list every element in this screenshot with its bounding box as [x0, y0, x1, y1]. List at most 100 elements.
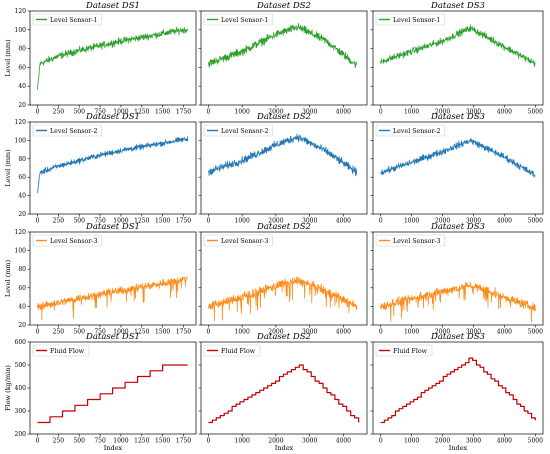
legend-label: Level Sensor-3 — [393, 238, 440, 245]
x-axis-label: Index — [449, 444, 468, 452]
subplot-title: Dataset DS1 — [85, 112, 140, 122]
legend-box — [32, 234, 103, 247]
legend-box — [375, 344, 433, 357]
x-tick-label: 4000 — [497, 438, 512, 445]
x-tick-label: 1750 — [176, 109, 191, 116]
x-tick-label: 250 — [53, 218, 65, 225]
x-tick-label: 0 — [207, 438, 211, 445]
x-tick-label: 1500 — [155, 218, 170, 225]
y-axis-label: Flow (kg/min) — [4, 365, 12, 411]
y-tick-label: 80 — [18, 46, 26, 53]
x-tick-label: 5000 — [528, 329, 543, 336]
legend-label: Level Sensor-2 — [50, 128, 97, 135]
plot-frame — [372, 231, 544, 326]
y-tick-label: 40 — [18, 193, 26, 200]
x-tick-label: 3000 — [302, 329, 317, 336]
x-tick-label: 1500 — [155, 109, 170, 116]
x-tick-label: 5000 — [528, 438, 543, 445]
x-tick-label: 0 — [207, 218, 211, 225]
x-tick-label: 0 — [207, 329, 211, 336]
x-tick-label: 750 — [94, 438, 106, 445]
x-tick-label: 0 — [379, 109, 383, 116]
x-tick-label: 750 — [94, 218, 106, 225]
x-tick-label: 2000 — [435, 218, 450, 225]
y-axis-label: Level (mm) — [4, 149, 12, 187]
plot-frame — [372, 10, 544, 106]
series-line — [37, 364, 188, 424]
legend-label: Fluid Flow — [221, 348, 256, 355]
x-tick-label: 4000 — [497, 109, 512, 116]
legend-label: Level Sensor-2 — [393, 128, 440, 135]
legend-label: Level Sensor-1 — [221, 17, 268, 24]
subplot-title: Dataset DS3 — [430, 1, 485, 11]
subplot-r0-c0: Dataset DS1 0 250 500 750 1000 1250 1500 1750 20 4… — [4, 1, 197, 116]
y-tick-label: 120 — [15, 8, 27, 15]
x-tick-label: 1000 — [235, 329, 250, 336]
y-axis-label: Level (mm) — [4, 39, 12, 77]
x-tick-label: 250 — [53, 109, 65, 116]
legend-box — [203, 13, 274, 26]
subplot-title: Dataset DS1 — [85, 222, 140, 232]
y-tick-label: 60 — [18, 64, 26, 71]
x-tick-label: 2000 — [268, 218, 283, 225]
y-tick-label: 80 — [18, 266, 26, 273]
plot-frame — [200, 231, 368, 326]
y-axis-label: Level (mm) — [4, 259, 12, 297]
series-line — [37, 276, 188, 321]
x-tick-label: 0 — [207, 109, 211, 116]
series-line — [380, 24, 536, 68]
y-tick-label: 120 — [15, 119, 27, 126]
x-tick-label: 3000 — [466, 218, 481, 225]
y-tick-label: 80 — [18, 156, 26, 163]
x-tick-label: 3000 — [302, 218, 317, 225]
x-tick-label: 0 — [379, 218, 383, 225]
series-line — [380, 138, 536, 178]
x-tick-label: 4000 — [336, 109, 351, 116]
x-tick-label: 1750 — [176, 329, 191, 336]
subplot-r2-c0: Dataset DS1 0 250 500 750 1000 1250 1500 1750 20 4… — [4, 222, 197, 336]
subplot-title: Dataset DS3 — [430, 332, 485, 342]
subplot-r3-c2: Dataset DS3 0 1000 2000 3000 4000 5000 Index Flu… — [370, 332, 544, 452]
legend-label: Level Sensor-2 — [221, 128, 268, 135]
x-tick-label: 3000 — [466, 329, 481, 336]
y-tick-label: 40 — [18, 83, 26, 90]
series-line — [380, 281, 536, 323]
subplot-r1-c2: Dataset DS3 0 1000 2000 3000 4000 5000 Level Se… — [370, 112, 544, 225]
plot-frame — [200, 121, 368, 215]
x-tick-label: 4000 — [497, 218, 512, 225]
plot-frame — [372, 121, 544, 215]
legend-label: Level Sensor-3 — [50, 238, 97, 245]
subplot-title: Dataset DS1 — [85, 1, 140, 11]
subplot-title: Dataset DS1 — [85, 332, 140, 342]
x-tick-label: 1500 — [155, 438, 170, 445]
x-tick-label: 500 — [73, 438, 85, 445]
x-tick-label: 1000 — [113, 218, 128, 225]
x-tick-label: 1000 — [235, 109, 250, 116]
x-tick-label: 500 — [73, 329, 85, 336]
plot-frame — [29, 231, 197, 326]
x-tick-label: 5000 — [528, 109, 543, 116]
y-tick-label: 20 — [18, 322, 26, 329]
legend-box — [375, 234, 446, 247]
subplot-r1-c1: Dataset DS2 0 1000 2000 3000 4000 Level Sensor… — [198, 112, 368, 225]
x-tick-label: 750 — [94, 329, 106, 336]
x-tick-label: 4000 — [336, 329, 351, 336]
y-tick-label: 500 — [15, 362, 27, 369]
y-tick-label: 200 — [15, 431, 27, 438]
x-tick-label: 0 — [36, 109, 40, 116]
series-line — [208, 133, 358, 177]
legend-label: Level Sensor-1 — [50, 17, 97, 24]
x-tick-label: 750 — [94, 109, 106, 116]
plot-frame — [29, 121, 197, 215]
x-tick-label: 250 — [53, 329, 65, 336]
legend-box — [32, 344, 90, 357]
x-tick-label: 4000 — [336, 438, 351, 445]
subplot-r3-c0: Dataset DS1 0 250 500 750 1000 1250 1500 1750 200… — [4, 332, 197, 452]
series-line — [208, 22, 358, 69]
y-tick-label: 100 — [15, 137, 27, 144]
y-tick-label: 60 — [18, 174, 26, 181]
x-tick-label: 1000 — [404, 218, 419, 225]
series-line — [380, 357, 536, 424]
